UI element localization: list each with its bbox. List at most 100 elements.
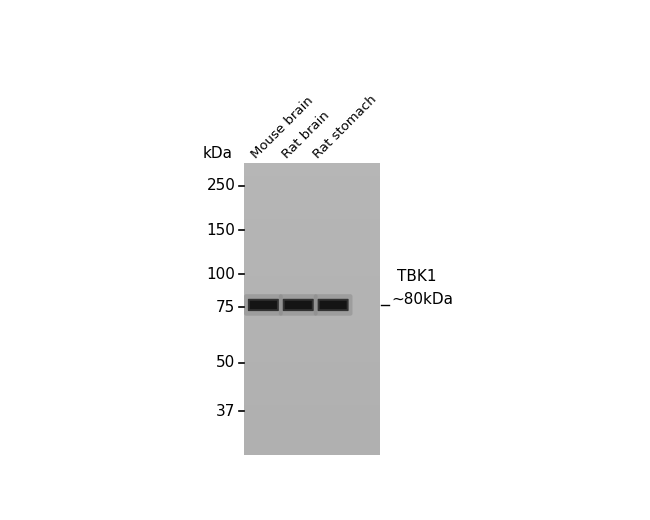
Bar xyxy=(244,164,380,165)
Bar xyxy=(244,341,380,342)
Bar xyxy=(244,431,380,432)
Bar xyxy=(244,291,380,292)
Bar xyxy=(244,420,380,421)
Bar xyxy=(244,376,380,378)
Bar xyxy=(244,326,380,327)
Bar xyxy=(244,429,380,430)
Bar xyxy=(244,322,380,323)
Bar xyxy=(244,215,380,216)
Text: Mouse brain: Mouse brain xyxy=(249,94,316,161)
FancyBboxPatch shape xyxy=(285,301,312,309)
Bar xyxy=(244,194,380,195)
Bar xyxy=(244,423,380,424)
Bar xyxy=(244,393,380,394)
Bar xyxy=(244,402,380,404)
Bar xyxy=(244,447,380,448)
Bar xyxy=(244,421,380,422)
Bar xyxy=(244,226,380,227)
Bar xyxy=(244,180,380,181)
Bar xyxy=(244,256,380,257)
Bar xyxy=(244,189,380,190)
Bar xyxy=(244,410,380,411)
Bar xyxy=(244,304,380,305)
Bar xyxy=(244,243,380,244)
Bar xyxy=(244,302,380,303)
Bar xyxy=(244,227,380,228)
Bar xyxy=(244,386,380,387)
Bar xyxy=(244,427,380,428)
Bar xyxy=(244,380,380,381)
Bar xyxy=(244,383,380,384)
Bar xyxy=(244,333,380,334)
Bar xyxy=(244,396,380,397)
Bar xyxy=(244,329,380,330)
Bar xyxy=(244,174,380,175)
Bar xyxy=(244,191,380,192)
Bar xyxy=(244,445,380,446)
Bar xyxy=(244,424,380,425)
Bar xyxy=(244,346,380,347)
Bar xyxy=(244,225,380,226)
Bar xyxy=(244,355,380,356)
Bar xyxy=(244,219,380,220)
Bar xyxy=(244,259,380,261)
Bar xyxy=(244,381,380,382)
Text: 100: 100 xyxy=(207,267,235,282)
Bar xyxy=(244,222,380,223)
Bar xyxy=(244,373,380,374)
Text: 37: 37 xyxy=(216,404,235,419)
Text: Rat brain: Rat brain xyxy=(280,109,332,161)
Bar xyxy=(244,263,380,264)
Bar xyxy=(244,334,380,335)
Bar xyxy=(244,391,380,392)
Bar xyxy=(244,216,380,217)
Bar xyxy=(244,188,380,189)
Bar xyxy=(244,238,380,239)
Bar xyxy=(244,442,380,443)
Bar xyxy=(244,308,380,309)
Bar xyxy=(244,251,380,252)
Bar xyxy=(244,340,380,341)
Text: 75: 75 xyxy=(216,300,235,315)
Bar xyxy=(244,444,380,445)
Bar xyxy=(244,250,380,251)
Bar xyxy=(244,266,380,267)
Bar xyxy=(244,312,380,313)
Bar xyxy=(244,412,380,413)
Bar xyxy=(244,198,380,199)
Bar xyxy=(244,336,380,337)
Bar xyxy=(244,244,380,245)
Bar xyxy=(244,214,380,215)
Bar xyxy=(244,362,380,363)
Bar xyxy=(244,167,380,168)
Bar xyxy=(244,289,380,290)
FancyBboxPatch shape xyxy=(248,299,279,311)
Bar xyxy=(244,274,380,275)
Bar xyxy=(244,411,380,412)
Bar xyxy=(244,254,380,255)
Bar xyxy=(244,293,380,294)
FancyBboxPatch shape xyxy=(250,301,277,309)
Bar xyxy=(244,356,380,357)
Bar xyxy=(244,321,380,322)
FancyBboxPatch shape xyxy=(318,299,348,311)
Bar xyxy=(244,358,380,359)
Bar xyxy=(244,204,380,205)
Bar xyxy=(244,185,380,186)
Bar xyxy=(244,440,380,441)
Bar xyxy=(244,369,380,370)
Bar xyxy=(244,245,380,246)
Bar xyxy=(244,385,380,386)
Bar xyxy=(244,375,380,376)
Bar xyxy=(244,363,380,364)
Bar xyxy=(244,316,380,317)
Bar xyxy=(244,165,380,166)
Bar xyxy=(244,435,380,436)
Bar xyxy=(244,178,380,179)
Bar xyxy=(244,220,380,221)
Bar xyxy=(244,443,380,444)
Bar xyxy=(244,257,380,258)
Bar xyxy=(244,448,380,449)
Bar xyxy=(244,430,380,431)
Bar xyxy=(244,349,380,350)
